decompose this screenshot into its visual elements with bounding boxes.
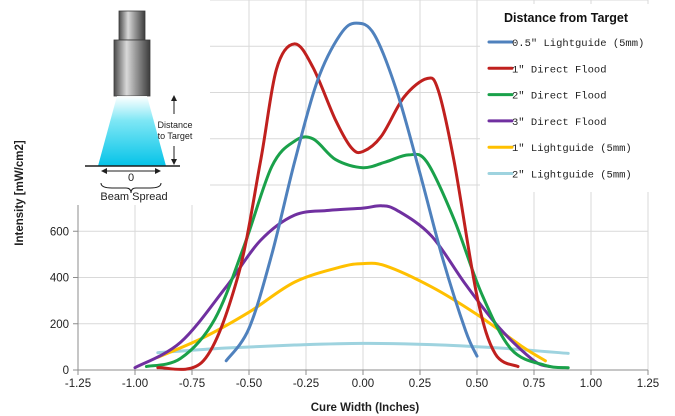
series-lines — [133, 21, 570, 371]
x-tick-label: -0.50 — [236, 378, 262, 390]
series-line-0 — [224, 21, 479, 363]
zero-label: 0 — [128, 172, 134, 184]
x-tick-label: 0.00 — [352, 378, 374, 390]
y-tick-label: 0 — [63, 365, 69, 377]
beam-diagram: Distance to Target 0 Beam Spread — [0, 0, 210, 205]
legend-background — [480, 4, 660, 192]
y-tick-label: 600 — [50, 226, 69, 238]
legend-label-0: 0.5" Lightguide (5mm) — [512, 38, 644, 50]
series-line-5 — [156, 341, 570, 355]
lamp-cap-icon — [118, 10, 146, 41]
legend-items: 0.5" Lightguide (5mm) 1" Direct Flood 2" D… — [487, 38, 644, 182]
x-tick-label: -1.00 — [122, 378, 148, 390]
x-tick-label: 1.25 — [637, 378, 659, 390]
legend-label-1: 1" Direct Flood — [512, 64, 607, 76]
diagram-background — [0, 0, 210, 205]
x-tick-label: 0.75 — [523, 378, 545, 390]
series-line-4 — [156, 261, 547, 363]
arrowhead-up-icon — [171, 95, 177, 101]
x-tick-label: 0.25 — [409, 378, 431, 390]
x-tick-label: 0.50 — [466, 378, 488, 390]
arrowhead-right-icon — [155, 168, 161, 174]
lamp-body-icon — [113, 39, 151, 97]
legend-label-2: 2" Direct Flood — [512, 91, 607, 103]
x-tick-label: -0.25 — [293, 378, 319, 390]
x-tick-label: 1.00 — [580, 378, 602, 390]
legend: Distance from Target 0.5" Lightguide (5m… — [480, 4, 660, 192]
x-axis-title: Cure Width (Inches) — [311, 402, 420, 414]
distance-label-line2: to Target — [158, 131, 193, 141]
legend-title: Distance from Target — [504, 11, 629, 25]
x-tick-label: -1.25 — [65, 378, 91, 390]
beam-spread-label: Beam Spread — [100, 191, 167, 203]
arrowhead-down-icon — [171, 159, 177, 165]
distance-label-line1: Distance — [157, 120, 192, 130]
legend-label-5: 2" Lightguide (5mm) — [512, 170, 632, 182]
legend-label-3: 3" Direct Flood — [512, 117, 607, 129]
y-axis-title: Intensity [mW/cm2] — [14, 140, 26, 246]
spread-brace-icon — [100, 182, 162, 194]
series-line-2 — [144, 135, 570, 370]
legend-label-4: 1" Lightguide (5mm) — [512, 143, 632, 155]
x-tick-label: -0.75 — [179, 378, 205, 390]
series-line-1 — [156, 42, 520, 371]
y-tick-label: 200 — [50, 319, 69, 331]
y-tick-label: 400 — [50, 273, 69, 285]
arrowhead-left-icon — [101, 168, 107, 174]
light-beam-icon — [98, 96, 166, 166]
